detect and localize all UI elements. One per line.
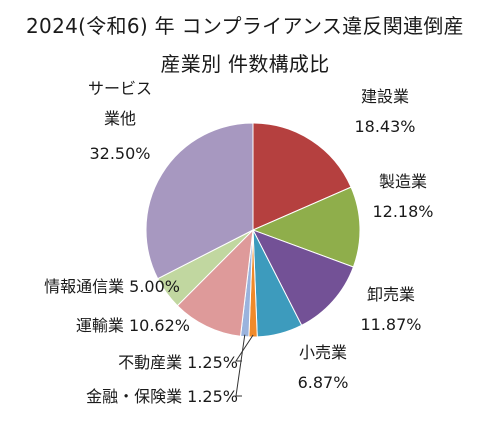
slice-label-name: 製造業 <box>379 172 427 191</box>
chart-title: 2024(令和6) 年 コンプライアンス違反関連倒産 <box>26 14 464 38</box>
slice-label-name: 建設業 <box>361 87 409 106</box>
slice-label-name: サービス <box>88 79 152 98</box>
pie-slice <box>251 186 361 268</box>
slice-label: 不動産業 1.25% <box>118 353 238 372</box>
slice-label-value: 18.43% <box>354 117 415 136</box>
slice-label-name: 卸売業 <box>367 285 415 304</box>
slice-label: 金融・保険業 1.25% <box>86 387 238 406</box>
slice-label: 運輸業 10.62% <box>76 316 190 335</box>
pie-slice <box>252 122 352 231</box>
leader-lines <box>235 334 254 397</box>
pie-slice <box>145 122 254 280</box>
slice-label-name: 業他 <box>104 109 136 128</box>
pie-slices <box>145 122 361 338</box>
slice-label-name: 小売業 <box>299 343 347 362</box>
slice-label-value: 12.18% <box>372 202 433 221</box>
slice-label-value: 6.87% <box>298 373 349 392</box>
leader-line <box>235 334 246 397</box>
chart-subtitle: 産業別 件数構成比 <box>160 52 330 76</box>
slice-label: 情報通信業 5.00% <box>44 277 180 296</box>
slice-label-value: 32.50% <box>89 144 150 163</box>
leader-line <box>235 334 254 362</box>
pie-slice <box>176 228 254 337</box>
slice-labels: 建設業 18.43% 製造業 12.18% 卸売業 11.87% 小売業 6.87% 不動産業 … <box>44 79 433 406</box>
pie-slice <box>251 229 355 326</box>
slice-label-value: 11.87% <box>360 315 421 334</box>
